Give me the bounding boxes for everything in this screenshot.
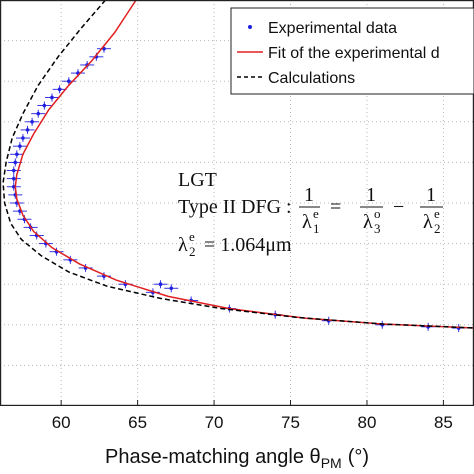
pump-lambda-sub: 2 bbox=[189, 244, 196, 259]
data-marker bbox=[50, 95, 54, 100]
data-point bbox=[12, 142, 27, 151]
data-point bbox=[20, 125, 35, 134]
x-axis-ticks: 60 65 70 75 80 85 bbox=[52, 400, 453, 432]
data-marker bbox=[11, 168, 16, 173]
eq-lambda-1-sup: e bbox=[313, 206, 319, 221]
data-marker bbox=[57, 87, 62, 92]
fit-curve bbox=[14, 0, 474, 329]
data-marker bbox=[13, 160, 18, 165]
plot-frame bbox=[0, 0, 474, 406]
eq-lambda-3: λ bbox=[363, 211, 373, 233]
x-tick-label: 75 bbox=[281, 413, 300, 432]
pump-value: = 1.064μm bbox=[204, 234, 292, 256]
data-marker bbox=[25, 128, 30, 132]
eq-lambda-1-sub: 1 bbox=[313, 221, 320, 236]
eq-lambda-2-sup: e bbox=[434, 206, 440, 221]
data-marker bbox=[42, 103, 47, 108]
data-marker bbox=[18, 144, 22, 148]
data-marker bbox=[11, 176, 16, 181]
annotation-crystal: LGT bbox=[178, 169, 217, 191]
eq-numerator-3: 1 bbox=[426, 184, 436, 206]
legend-box bbox=[230, 7, 474, 95]
x-axis-label: Phase-matching angle θPM (°) bbox=[105, 446, 369, 471]
data-marker bbox=[30, 120, 34, 124]
legend-label-calculations: Calculations bbox=[268, 70, 355, 87]
data-marker bbox=[67, 79, 71, 83]
data-marker bbox=[169, 286, 174, 291]
data-point bbox=[25, 117, 40, 126]
series-area bbox=[2, 0, 474, 333]
x-tick-label: 70 bbox=[205, 413, 224, 432]
data-marker bbox=[21, 136, 25, 140]
data-point bbox=[6, 174, 21, 183]
data-point bbox=[37, 101, 52, 110]
eq-lambda-3-sup: o bbox=[374, 206, 381, 221]
eq-lambda-1: λ bbox=[302, 211, 312, 233]
data-point bbox=[63, 255, 78, 264]
x-tick-label: 60 bbox=[52, 413, 71, 432]
legend-label-fit: Fit of the experimental d bbox=[268, 45, 440, 62]
data-point bbox=[9, 150, 24, 159]
eq-equals: = bbox=[330, 196, 341, 218]
data-point bbox=[61, 77, 76, 86]
data-point bbox=[15, 134, 30, 143]
annotation-interaction: Type II DFG : bbox=[178, 196, 292, 218]
pump-lambda-sup: e bbox=[189, 229, 195, 244]
eq-numerator-2: 1 bbox=[366, 184, 376, 206]
calculations-curve bbox=[2, 0, 474, 329]
data-marker bbox=[158, 282, 163, 287]
x-tick-label: 65 bbox=[128, 413, 147, 432]
data-marker bbox=[15, 152, 19, 157]
data-point bbox=[31, 109, 46, 118]
annotation-block: LGT Type II DFG : 1 λ e 1 = 1 λ o 3 − 1 … bbox=[178, 169, 443, 259]
data-marker bbox=[36, 111, 41, 116]
legend-label-experimental: Experimental data bbox=[268, 20, 397, 37]
pump-lambda: λ bbox=[178, 234, 188, 256]
data-point bbox=[52, 85, 67, 94]
eq-minus: − bbox=[393, 196, 404, 218]
x-tick-label: 80 bbox=[358, 413, 377, 432]
eq-lambda-2-sub: 2 bbox=[434, 221, 441, 236]
eq-lambda-2: λ bbox=[423, 211, 433, 233]
legend-marker-experimental bbox=[248, 25, 252, 29]
data-point bbox=[6, 182, 21, 191]
data-point bbox=[44, 93, 59, 102]
data-point bbox=[96, 44, 111, 53]
x-tick-label: 85 bbox=[434, 413, 453, 432]
eq-numerator-1: 1 bbox=[304, 184, 314, 206]
data-point bbox=[153, 280, 168, 289]
legend: Experimental data Fit of the experimenta… bbox=[230, 7, 474, 95]
eq-lambda-3-sub: 3 bbox=[374, 221, 381, 236]
data-point bbox=[164, 284, 179, 293]
